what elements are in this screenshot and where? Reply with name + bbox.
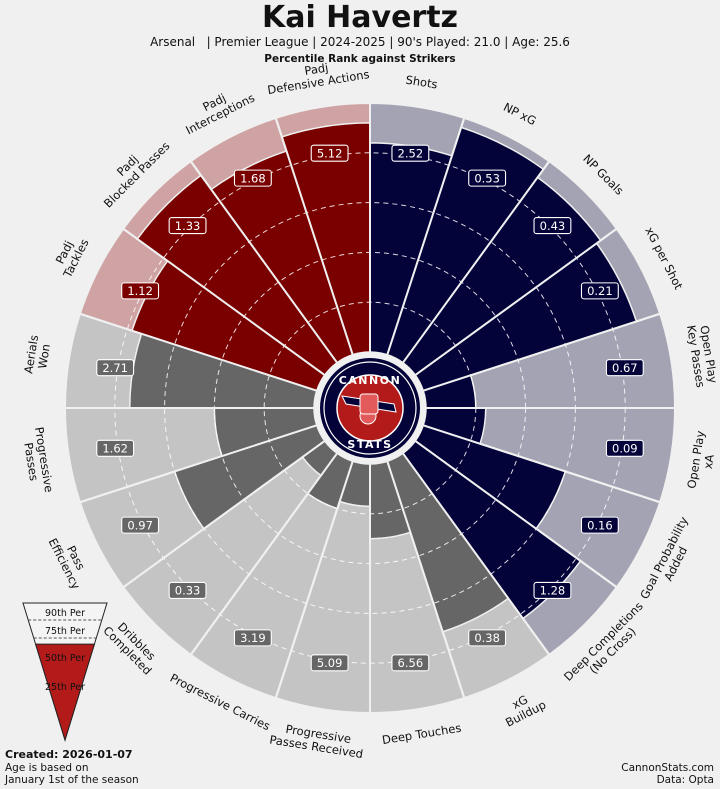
metric-name: ProgressivePasses Received <box>269 720 367 761</box>
svg-text:6.56: 6.56 <box>398 656 424 670</box>
svg-text:CANNON: CANNON <box>339 374 402 387</box>
value-label: 0.97 <box>121 516 160 534</box>
value-label: 1.12 <box>121 282 160 300</box>
slice-divider <box>414 440 618 589</box>
metric-name: Shots <box>405 73 439 92</box>
svg-text:0.16: 0.16 <box>587 518 613 532</box>
slice-divider <box>189 452 338 656</box>
slice-divider <box>79 424 318 504</box>
player-title: Kai Havertz <box>261 0 459 35</box>
slice-divider <box>422 312 661 392</box>
slice-divider <box>402 160 551 364</box>
svg-text:0.09: 0.09 <box>612 442 638 456</box>
metric-name: PadjTackles <box>48 231 91 281</box>
value-label: 0.21 <box>580 282 619 300</box>
svg-text:0.97: 0.97 <box>127 518 153 532</box>
metric-name: AerialsWon <box>21 334 54 377</box>
svg-text:0.43: 0.43 <box>540 219 566 233</box>
svg-text:1.12: 1.12 <box>127 284 153 298</box>
svg-text:1.62: 1.62 <box>102 442 128 456</box>
percentile-note: Percentile Rank against Strikers <box>264 53 456 65</box>
value-label: 1.62 <box>96 439 135 457</box>
value-label: 3.19 <box>233 629 272 647</box>
slice-divider <box>422 424 661 504</box>
legend-item: 90th Per <box>45 608 85 619</box>
svg-text:3.19: 3.19 <box>240 631 266 645</box>
slice-divider <box>386 117 466 356</box>
value-label: 0.38 <box>468 629 507 647</box>
value-label: 1.68 <box>233 169 272 187</box>
svg-text:2.71: 2.71 <box>102 361 128 375</box>
svg-text:STATS: STATS <box>347 438 392 451</box>
value-label: 1.28 <box>533 581 572 599</box>
value-label: 2.71 <box>96 359 135 377</box>
value-label: 6.56 <box>391 654 430 672</box>
svg-text:1.33: 1.33 <box>175 219 201 233</box>
value-label: 5.09 <box>310 654 349 672</box>
svg-text:1.28: 1.28 <box>540 584 566 598</box>
metric-name: Open PlayKey Passes <box>684 322 720 388</box>
metric-name: PadjDefensive Actions <box>264 54 370 97</box>
slice-divider <box>189 160 338 364</box>
legend-item: 75th Per <box>45 626 85 637</box>
site-credit: CannonStats.com <box>621 762 714 774</box>
cannon-stats-logo: CANNON STATS <box>316 354 424 462</box>
metric-name: Open PlayxA <box>684 430 720 492</box>
value-label: 0.16 <box>580 516 619 534</box>
slice-divider <box>402 452 551 656</box>
slice-divider <box>79 312 318 392</box>
subtitle: Arsenal | Premier League | 2024-2025 | 9… <box>150 35 570 49</box>
svg-text:5.09: 5.09 <box>317 656 343 670</box>
svg-text:0.21: 0.21 <box>587 284 613 298</box>
value-label: 2.52 <box>391 144 430 162</box>
value-label: 1.33 <box>168 217 207 235</box>
value-label: 0.33 <box>168 581 207 599</box>
svg-text:2.52: 2.52 <box>398 146 424 160</box>
metric-name: Deep Touches <box>381 721 462 747</box>
metric-name: NP xG <box>501 100 538 128</box>
metric-name: ProgressivePasses <box>19 426 56 496</box>
value-label: 5.12 <box>310 144 349 162</box>
value-label: 0.43 <box>533 217 572 235</box>
legend-item: 50th Per <box>45 653 85 664</box>
created-date: Created: 2026-01-07 <box>5 748 133 761</box>
legend-item: 25th Per <box>45 682 85 693</box>
metric-name: PadjInterceptions <box>177 79 257 137</box>
value-label: 0.67 <box>605 359 644 377</box>
svg-text:0.33: 0.33 <box>175 584 201 598</box>
value-label: 0.09 <box>605 439 644 457</box>
metric-name: NP Goals <box>580 152 626 198</box>
metric-name: PassEfficiency <box>46 530 95 592</box>
age-note: Age is based on January 1st of the seaso… <box>5 762 139 786</box>
slice-divider <box>386 460 466 699</box>
value-label: 0.53 <box>468 169 507 187</box>
slice-divider <box>274 460 354 699</box>
percentile-legend: 90th Per 75th Per 50th Per 25th Per <box>22 602 108 742</box>
slice-divider <box>122 440 326 589</box>
slice-divider <box>122 227 326 376</box>
svg-text:0.38: 0.38 <box>474 631 500 645</box>
slice-divider <box>274 117 354 356</box>
metric-name: xGBuildup <box>497 686 548 730</box>
svg-text:0.67: 0.67 <box>612 361 638 375</box>
svg-text:5.12: 5.12 <box>317 146 343 160</box>
svg-text:0.53: 0.53 <box>474 171 500 185</box>
slice-divider <box>414 227 618 376</box>
svg-text:1.68: 1.68 <box>240 171 266 185</box>
data-source: Data: Opta <box>656 774 714 786</box>
